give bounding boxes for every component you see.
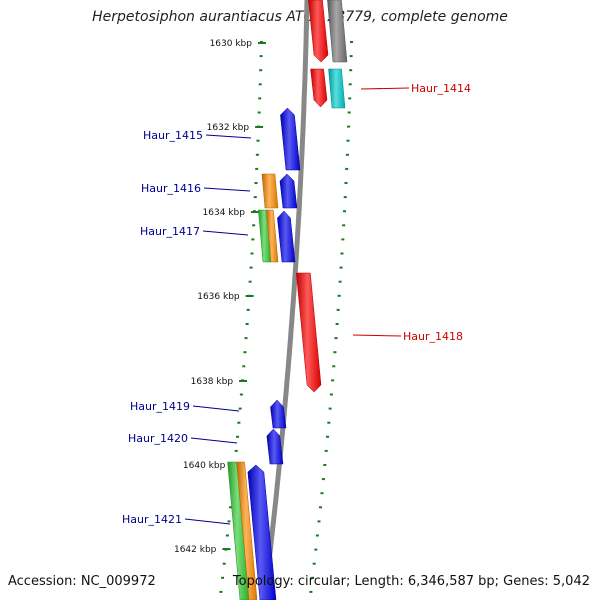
feature-bar-orange-1 [266,209,279,263]
tick-label: 1634 kbp [203,208,246,218]
tick-label: 1640 kbp [183,461,226,471]
callout-line-haur-1418 [352,334,402,337]
gene-label-haur-1420[interactable]: Haur_1420 [128,432,188,445]
gene-label-haur-1416[interactable]: Haur_1416 [141,182,201,195]
gene-arrow-haur_1419 [270,399,287,429]
gene-arrow-haur_1420 [266,428,284,465]
tick-label: 1642 kbp [174,545,217,555]
gene-label-haur-1421[interactable]: Haur_1421 [122,513,182,526]
callout-line-haur-1421 [184,518,231,525]
gene-label-haur-1414[interactable]: Haur_1414 [411,82,471,95]
topology-text: Topology: circular; Length: 6,346,587 bp… [232,574,590,589]
gene-label-haur-1418[interactable]: Haur_1418 [403,330,463,343]
callout-line-haur-1420 [190,437,238,444]
feature-bar-green-2 [227,461,250,600]
callout-line-haur-1415 [205,134,252,139]
tick-label: 1636 kbp [197,292,240,302]
gene-label-haur-1419[interactable]: Haur_1419 [130,400,190,413]
gene-arrow-haur_1418 [296,272,322,393]
genome-backbone [261,0,310,600]
gene-label-haur-1415[interactable]: Haur_1415 [143,129,203,142]
feature-bar-cyan [328,68,346,109]
gene-arrow-haur_1416b [279,173,298,209]
gene-arrow-haur_1413 [308,0,329,63]
feature-bar-orange-2 [236,461,258,600]
gene-arrow-haur_1417 [277,210,296,263]
callout-line-haur-1419 [192,405,240,412]
feature-bar-gray [327,0,348,63]
gene-arrow-haur_1415 [280,107,301,171]
gene-arrow-haur_1421 [247,464,277,600]
tick-label: 1638 kbp [191,377,234,387]
tick-label: 1630 kbp [210,39,253,49]
gene-arrow-haur_1414 [310,68,328,108]
callout-line-haur-1417 [202,230,249,236]
page-title: Herpetosiphon aurantiacus ATCC 23779, co… [92,9,508,25]
gene-label-haur-1417[interactable]: Haur_1417 [140,225,200,238]
callout-line-haur-1416 [203,187,251,192]
tick-label: 1632 kbp [207,123,250,133]
callout-line-haur-1414 [360,87,410,90]
accession-text: Accession: NC_009972 [8,574,156,589]
gene-arrow-haur_1416 [261,173,279,209]
